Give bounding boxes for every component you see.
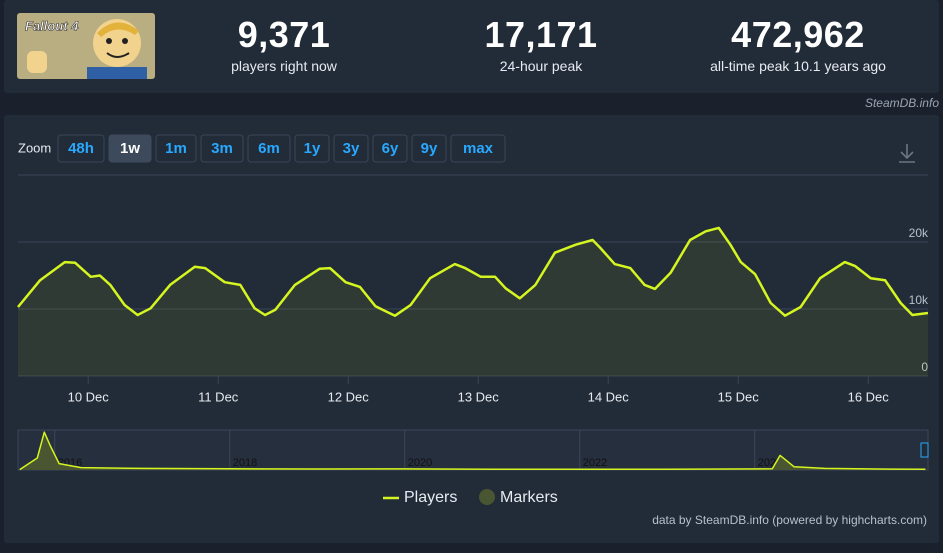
stat-value: 17,171 [484, 14, 598, 55]
x-tick-label: 15 Dec [718, 389, 760, 404]
stat-label: all-time peak 10.1 years ago [710, 58, 886, 74]
legend-marker [479, 489, 495, 505]
stat-label: players right now [231, 58, 337, 74]
image-title: Fallout 4 [25, 18, 79, 33]
x-tick-label: 11 Dec [198, 389, 239, 404]
line [17, 226, 929, 317]
stat: 472,962 all-time peak 10.1 years ago [668, 14, 928, 74]
line [19, 431, 926, 471]
x-tick-label: 13 Dec [458, 389, 500, 404]
stat: 17,171 24-hour peak [411, 14, 671, 74]
zoom-button-label[interactable]: 1y [304, 140, 321, 157]
game-image: Fallout 4 [17, 13, 155, 79]
y-tick-label: 0 [921, 360, 928, 374]
navigator-tick-label: 2020 [408, 457, 432, 469]
credit: data by SteamDB.info (powered by highcha… [652, 513, 927, 527]
zoom-button-label[interactable]: 3y [343, 140, 360, 157]
y-tick-label: 10k [909, 293, 929, 307]
download-icon[interactable] [899, 144, 915, 163]
stat-value: 9,371 [237, 14, 331, 55]
legend-label[interactable]: Markers [500, 489, 558, 506]
x-tick-label: 16 Dec [848, 389, 890, 404]
zoom-button-label[interactable]: 6y [382, 140, 399, 157]
zoom-button[interactable] [200, 134, 244, 163]
x-tick-label: 14 Dec [588, 389, 630, 404]
zoom-button[interactable] [450, 134, 506, 163]
navigator-tick-label: 2022 [583, 457, 607, 469]
zoom-button[interactable] [57, 134, 105, 163]
zoom-button[interactable] [108, 134, 152, 163]
zoom-label: Zoom [18, 140, 51, 155]
stat: 9,371 players right now [154, 14, 414, 74]
x-tick-label: 12 Dec [328, 389, 370, 404]
zoom-button[interactable] [155, 134, 197, 163]
zoom-button-label[interactable]: 6m [258, 140, 280, 157]
stat-value: 472,962 [731, 14, 865, 55]
zoom-button[interactable] [333, 134, 369, 163]
navigator-handle[interactable] [920, 442, 929, 458]
zoom-button-label[interactable]: 48h [68, 140, 94, 157]
stats-card: Fallout 4 9,371 players right now 17,171 2… [4, 0, 939, 93]
source: SteamDB.info [864, 96, 939, 110]
chart-panel [4, 115, 939, 543]
zoom-button-label[interactable]: 1w [120, 140, 140, 157]
zoom-button-label[interactable]: 9y [421, 140, 438, 157]
zoom-button-label[interactable]: 3m [211, 140, 233, 157]
x-tick-label: 10 Dec [68, 389, 110, 404]
stat-label: 24-hour peak [499, 58, 583, 74]
zoom-button[interactable] [411, 134, 447, 163]
legend-label[interactable]: Players [404, 489, 457, 506]
zoom-button-label[interactable]: 1m [165, 140, 187, 157]
zoom-button-label[interactable]: max [463, 140, 494, 157]
zoom-button[interactable] [294, 134, 330, 163]
zoom-button[interactable] [372, 134, 408, 163]
y-tick-label: 20k [909, 226, 929, 240]
zoom-button[interactable] [247, 134, 291, 163]
area [18, 227, 928, 376]
navigator-tick-label: 2018 [233, 457, 257, 469]
